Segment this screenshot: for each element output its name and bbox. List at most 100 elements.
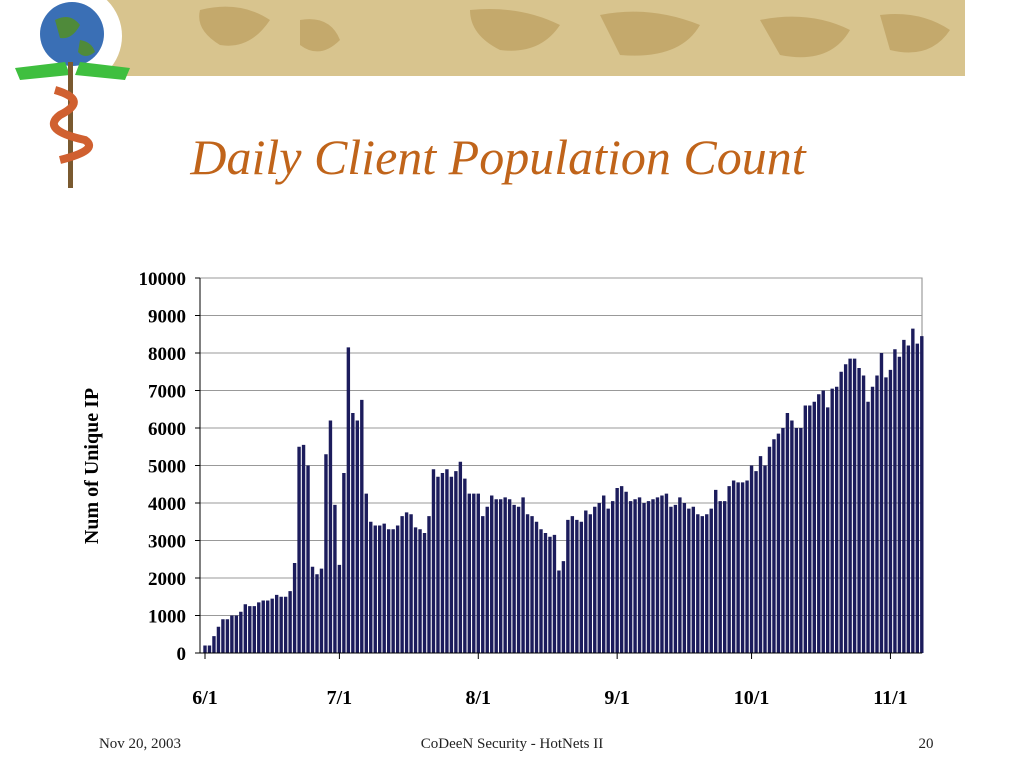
bar [857,368,861,653]
bar [897,356,902,653]
bar [221,619,225,653]
bar [866,401,870,653]
bar [767,446,772,653]
x-tick-label: 9/1 [604,687,630,709]
bar [619,486,624,653]
bar [319,568,324,653]
bar [440,473,445,653]
bar [230,615,234,653]
bar [333,504,337,653]
bar [682,503,687,653]
bar [830,388,834,653]
bar [893,349,897,653]
bar [610,501,615,653]
x-tick-label: 10/1 [734,687,770,709]
bar [283,596,288,653]
bar [852,358,857,653]
bar [207,645,212,653]
bar [481,516,485,653]
y-tick-label: 0 [177,644,187,665]
bar [324,454,328,653]
bar [248,606,252,653]
bar [301,444,306,653]
bar [328,420,333,653]
bar [463,478,467,653]
bar [234,615,239,653]
bar [740,482,745,653]
bar [808,405,812,653]
bar [602,495,606,653]
bar [364,493,368,653]
bar [225,619,230,653]
bar [875,375,879,653]
bar [239,611,243,653]
bar [310,566,315,653]
bar [378,525,382,653]
bar [736,482,740,653]
bar [539,529,543,653]
bar [360,399,364,653]
bar [839,371,843,653]
bar [306,465,310,653]
bar [646,501,651,653]
bar [575,519,579,653]
x-tick-label: 11/1 [873,687,907,709]
bar [754,471,758,653]
banner [105,0,965,76]
bar [525,514,530,653]
bar [557,570,561,653]
bar [920,336,924,653]
y-tick-label: 2000 [148,569,186,590]
bar [633,499,637,653]
bar [395,525,400,653]
bar [584,510,588,653]
y-tick-label: 6000 [148,419,186,440]
slide-title: Daily Client Population Count [189,129,806,185]
bar [705,514,709,653]
bar [812,401,816,653]
bar [490,495,494,653]
bar [346,347,351,653]
bar [530,516,534,653]
bar [292,563,297,653]
bar [373,525,377,653]
y-tick-label: 4000 [148,494,186,515]
bar [270,598,274,653]
y-tick-label: 8000 [148,344,186,365]
bar [485,506,489,653]
bar [252,606,256,653]
bar [566,519,570,653]
y-axis-label: Num of Unique IP [81,388,103,544]
bar [431,469,436,653]
bar [660,495,664,653]
bar [454,471,458,653]
page-number: 20 [919,736,934,752]
bar [718,501,722,653]
bar [422,533,427,653]
bar [579,521,584,653]
bar [400,516,404,653]
bar [498,499,503,653]
bar [391,529,395,653]
bar [427,516,431,653]
bar [436,476,440,653]
bar [696,514,700,653]
bar [297,446,301,653]
y-tick-label: 3000 [148,532,186,553]
x-tick-label: 6/1 [192,687,218,709]
bar [597,503,601,653]
bar [342,473,346,653]
bar [561,561,566,653]
bar [355,420,360,653]
bar [709,508,713,653]
bar [418,529,422,653]
bar [902,339,906,653]
bar [624,491,628,653]
bar [476,493,480,653]
y-tick-label: 10000 [139,269,187,290]
bar [664,493,669,653]
bar [543,533,548,653]
bar [552,534,557,653]
bar [794,428,799,653]
